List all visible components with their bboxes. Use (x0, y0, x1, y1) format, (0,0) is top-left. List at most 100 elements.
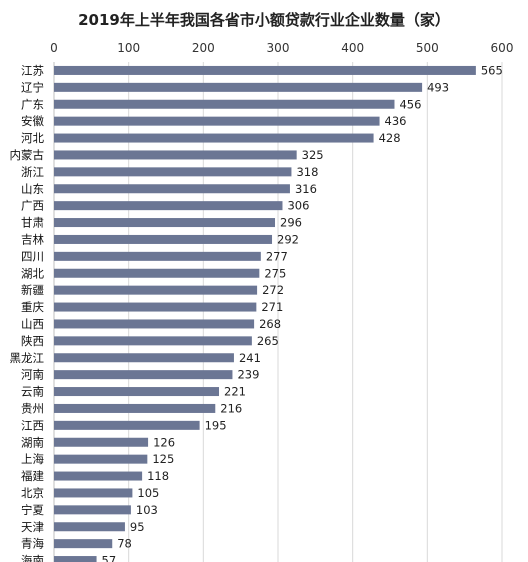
bar-云南 (54, 387, 220, 397)
bar-广西 (54, 201, 283, 211)
bar-新疆 (54, 285, 258, 295)
bar-山西 (54, 319, 255, 329)
data-label: 221 (224, 385, 246, 399)
bar-黑龙江 (54, 353, 234, 363)
bar-上海 (54, 454, 148, 464)
bar-内蒙古 (54, 150, 297, 160)
category-label: 四川 (21, 249, 44, 263)
bar-广东 (54, 99, 395, 109)
data-label: 292 (277, 232, 299, 246)
category-label: 江苏 (21, 63, 44, 77)
data-label: 272 (262, 283, 284, 297)
bar-湖南 (54, 437, 149, 447)
bars (54, 65, 476, 562)
category-labels: 江苏辽宁广东安徽河北内蒙古浙江山东广西甘肃吉林四川湖北新疆重庆山西陕西黑龙江河南… (10, 63, 45, 562)
category-label: 内蒙古 (10, 148, 45, 162)
data-label: 428 (379, 131, 401, 145)
data-label: 265 (257, 334, 279, 348)
data-label: 456 (399, 97, 421, 111)
x-tick-label: 400 (341, 41, 364, 55)
bar-山东 (54, 184, 290, 194)
category-label: 浙江 (21, 165, 44, 179)
x-tick-label: 300 (267, 41, 290, 55)
x-tick-label: 500 (416, 41, 439, 55)
category-label: 宁夏 (21, 503, 44, 517)
bar-江西 (54, 420, 200, 430)
x-tick-label: 200 (192, 41, 215, 55)
category-label: 湖南 (21, 435, 44, 449)
category-label: 天津 (21, 520, 44, 534)
bar-安徽 (54, 116, 380, 126)
data-label: 216 (220, 401, 242, 415)
x-tick-label: 100 (117, 41, 140, 55)
bar-青海 (54, 539, 113, 549)
x-tick-label: 0 (50, 41, 58, 55)
data-label: 565 (481, 63, 503, 77)
category-label: 青海 (21, 537, 44, 551)
bar-海南 (54, 556, 97, 562)
category-label: 安徽 (21, 114, 44, 128)
data-label: 268 (259, 317, 281, 331)
data-label: 118 (147, 469, 169, 483)
category-label: 新疆 (21, 283, 44, 297)
bar-甘肃 (54, 218, 276, 228)
data-label: 125 (152, 452, 174, 466)
category-label: 福建 (21, 469, 44, 483)
data-label: 277 (266, 249, 288, 263)
bar-宁夏 (54, 505, 131, 515)
bar-江苏 (54, 65, 476, 75)
category-label: 广西 (21, 199, 44, 213)
data-label: 195 (205, 418, 227, 432)
data-label: 296 (280, 216, 302, 230)
category-label: 广东 (21, 97, 44, 111)
data-label: 271 (261, 300, 283, 314)
bar-湖北 (54, 268, 260, 278)
data-label: 316 (295, 182, 317, 196)
data-label: 95 (130, 520, 145, 534)
category-label: 江西 (21, 418, 44, 432)
bar-吉林 (54, 234, 273, 244)
bar-陕西 (54, 336, 252, 346)
category-label: 海南 (21, 554, 44, 562)
x-axis-ticks: 0 100 200 300 400 500 600 (50, 41, 513, 55)
category-label: 河南 (21, 368, 44, 382)
category-label: 云南 (21, 385, 44, 399)
x-tick-label: 600 (491, 41, 514, 55)
category-label: 山西 (21, 317, 44, 331)
chart-title: 2019年上半年我国各省市小额贷款行业企业数量（家） (78, 11, 450, 29)
data-label: 241 (239, 351, 261, 365)
data-label: 57 (102, 554, 117, 562)
bar-天津 (54, 522, 125, 532)
bar-重庆 (54, 302, 257, 312)
category-label: 吉林 (21, 232, 44, 246)
category-label: 山东 (21, 182, 44, 196)
category-label: 甘肃 (21, 216, 44, 230)
bar-浙江 (54, 167, 292, 177)
category-label: 北京 (21, 486, 44, 500)
category-label: 黑龙江 (10, 351, 45, 365)
data-label: 318 (296, 165, 318, 179)
data-label: 78 (117, 537, 132, 551)
bar-河北 (54, 133, 374, 143)
data-label: 105 (137, 486, 159, 500)
data-labels: 565 493 456 436 428 325 318 316 306 296 292 277 275 2… (102, 63, 503, 562)
data-label: 325 (302, 148, 324, 162)
category-label: 辽宁 (21, 80, 44, 94)
bar-贵州 (54, 403, 216, 413)
bar-四川 (54, 251, 261, 261)
data-label: 239 (237, 368, 259, 382)
data-label: 436 (385, 114, 407, 128)
data-label: 306 (287, 199, 309, 213)
data-label: 103 (136, 503, 158, 517)
bar-河南 (54, 370, 233, 380)
data-label: 275 (264, 266, 286, 280)
bar-辽宁 (54, 82, 423, 92)
bar-福建 (54, 471, 143, 481)
category-label: 陕西 (21, 334, 44, 348)
data-label: 493 (427, 80, 449, 94)
category-label: 贵州 (21, 401, 44, 415)
bar-北京 (54, 488, 133, 498)
category-label: 上海 (21, 452, 44, 466)
